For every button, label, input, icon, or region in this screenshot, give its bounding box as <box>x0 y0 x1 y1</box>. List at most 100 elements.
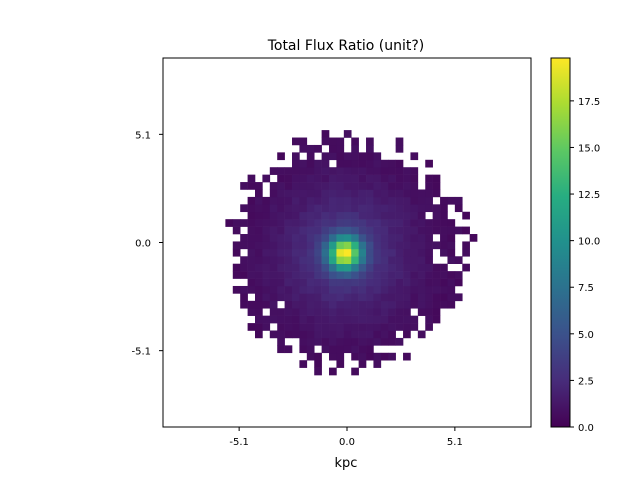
heatmap-cell <box>240 263 248 272</box>
heatmap-cell <box>351 263 359 272</box>
heatmap-cell <box>321 285 330 294</box>
heatmap-cell <box>277 278 285 287</box>
heatmap-cell <box>299 167 308 175</box>
heatmap-cell <box>410 248 419 257</box>
heatmap-cell <box>314 337 322 346</box>
heatmap-cell <box>255 330 263 339</box>
heatmap-cell <box>366 256 374 264</box>
heatmap-cell <box>366 211 374 220</box>
heatmap-cell <box>299 323 308 331</box>
heatmap-cell <box>358 308 367 316</box>
heatmap-cell <box>247 278 256 287</box>
heatmap-cell <box>432 263 441 272</box>
heatmap-cell <box>395 293 404 302</box>
heatmap-cell <box>432 219 441 227</box>
heatmap-cell <box>425 204 433 213</box>
heatmap-cell <box>299 315 308 324</box>
heatmap-cell <box>321 263 330 272</box>
heatmap-cell <box>336 219 345 227</box>
heatmap-cell <box>454 196 463 205</box>
heatmap-cell <box>380 241 389 250</box>
heatmap-cell <box>366 330 374 339</box>
heatmap-cell <box>240 234 248 242</box>
heatmap-cell <box>343 345 352 354</box>
heatmap-cell <box>351 159 359 168</box>
heatmap-cell <box>351 248 359 257</box>
heatmap-cell <box>329 300 337 309</box>
heatmap-cell <box>299 204 308 213</box>
heatmap-cell <box>425 271 433 279</box>
heatmap-cell <box>321 271 330 279</box>
heatmap-cell <box>262 174 271 183</box>
heatmap-cell <box>247 182 256 190</box>
heatmap-cell <box>343 159 352 168</box>
heatmap-cell <box>343 226 352 235</box>
heatmap-cell <box>447 300 456 309</box>
heatmap-cell <box>329 278 337 287</box>
heatmap-cell <box>380 248 389 257</box>
heatmap-cell <box>425 263 433 272</box>
heatmap-cell <box>277 323 285 331</box>
heatmap-cell <box>306 189 315 198</box>
heatmap-cell <box>299 248 308 257</box>
heatmap-cell <box>380 196 389 205</box>
heatmap-cell <box>351 337 359 346</box>
heatmap-cell <box>284 174 293 183</box>
heatmap-cell <box>277 234 285 242</box>
heatmap-cell <box>262 293 271 302</box>
heatmap-cell <box>395 159 404 168</box>
heatmap-cell <box>277 248 285 257</box>
heatmap-cell <box>403 219 411 227</box>
heatmap-cell <box>432 308 441 316</box>
heatmap-cell <box>403 196 411 205</box>
heatmap-cell <box>284 196 293 205</box>
heatmap-cell <box>395 241 404 250</box>
heatmap-cell <box>336 167 345 175</box>
heatmap-cell <box>284 300 293 309</box>
heatmap-cell <box>373 226 382 235</box>
heatmap-cell <box>262 315 271 324</box>
heatmap-cell <box>299 278 308 287</box>
heatmap-cell <box>336 360 345 368</box>
heatmap-cell <box>440 285 448 294</box>
heatmap-cell <box>240 204 248 213</box>
heatmap-cell <box>255 234 263 242</box>
heatmap-cell <box>366 337 374 346</box>
heatmap-cell <box>358 159 367 168</box>
heatmap-cell <box>343 241 352 250</box>
heatmap-cell <box>351 137 359 146</box>
heatmap-cell <box>351 196 359 205</box>
heatmap-cell <box>240 182 248 190</box>
heatmap-cell <box>329 182 337 190</box>
heatmap-cell <box>292 330 300 339</box>
heatmap-cell <box>454 293 463 302</box>
heatmap-cell <box>403 234 411 242</box>
heatmap-cell <box>292 189 300 198</box>
heatmap-cell <box>329 271 337 279</box>
heatmap-cell <box>284 182 293 190</box>
heatmap-cell <box>306 174 315 183</box>
heatmap-cell <box>358 152 367 161</box>
heatmap-cell <box>269 182 278 190</box>
heatmap-cell <box>410 189 419 198</box>
heatmap-cell <box>425 308 433 316</box>
heatmap-cell <box>277 315 285 324</box>
heatmap-cell <box>373 219 382 227</box>
heatmap-cell <box>292 159 300 168</box>
heatmap-cell <box>366 144 374 153</box>
heatmap-cell <box>343 308 352 316</box>
heatmap-cell <box>299 226 308 235</box>
heatmap-cell <box>299 219 308 227</box>
heatmap-cell <box>269 211 278 220</box>
heatmap-cell <box>336 241 345 250</box>
heatmap-cell <box>314 300 322 309</box>
heatmap-cell <box>440 271 448 279</box>
colorbar-tick-label: 10.0 <box>578 237 600 248</box>
heatmap-cell <box>417 278 426 287</box>
heatmap-cell <box>440 204 448 213</box>
heatmap-cell <box>292 167 300 175</box>
heatmap-cell <box>329 196 337 205</box>
heatmap-cell <box>284 271 293 279</box>
heatmap-cell <box>358 174 367 183</box>
heatmap-cell <box>388 278 396 287</box>
